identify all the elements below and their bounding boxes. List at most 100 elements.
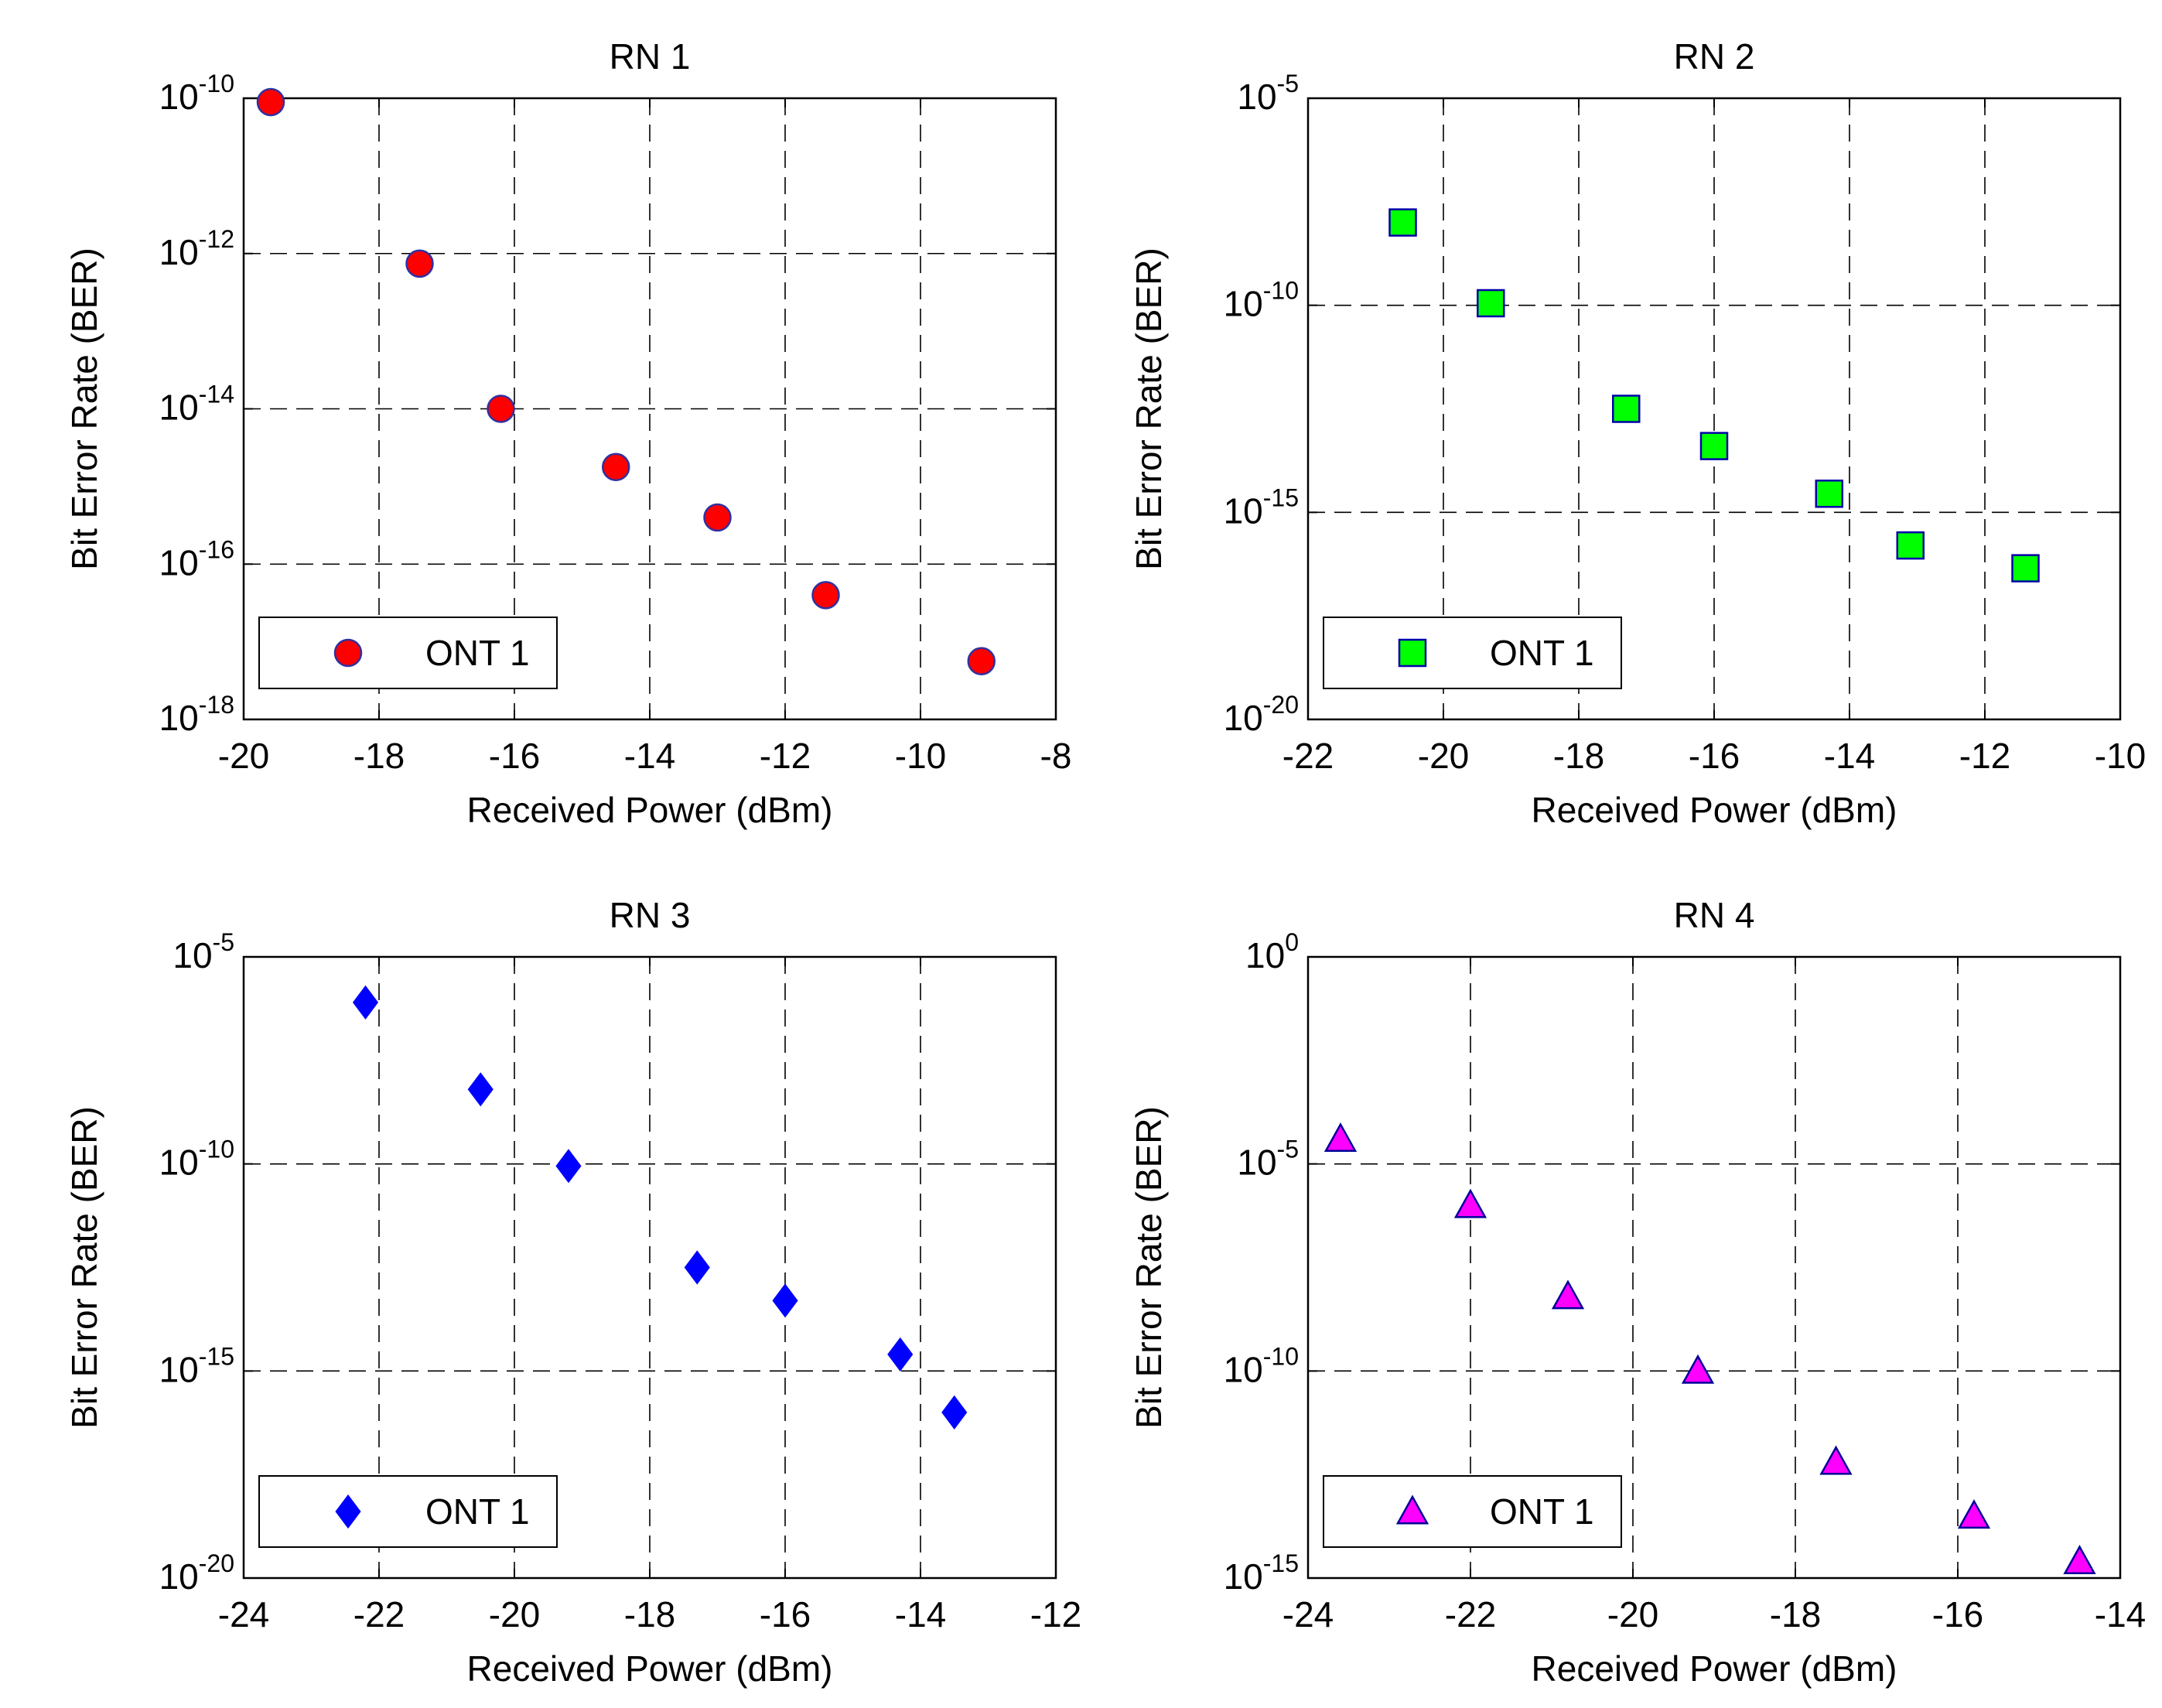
y-tick-label: 10-15 [1224,1549,1299,1597]
x-tick-label: -18 [1770,1594,1821,1635]
y-tick-label: 10-5 [1237,1136,1299,1183]
x-tick-label: -22 [1283,736,1334,776]
y-tick-label: 10-16 [159,535,234,582]
legend-box [1323,617,1622,689]
legend: ONT 1 [258,617,558,689]
plot-area [1308,957,2120,1578]
y-tick-label: 10-10 [1224,1342,1299,1389]
plot-area [1308,98,2120,719]
x-tick-label: -14 [1824,736,1875,776]
y-tick-label: 100 [1245,928,1299,975]
data-point [555,1149,582,1184]
subplot-3: -24 -22 -20 -18 -16 -14 -12 10-20 10-15 10-10 10-5… [64,895,1081,1689]
subplot-2: -22 -20 -18 -16 -14 -12 -10 10-20 10-15 10-10 10-5… [1129,36,2146,830]
data-point [467,1072,494,1107]
chart-title: RN 4 [1674,895,1755,935]
legend-label: ONT 1 [425,633,530,673]
data-point [1551,1279,1585,1310]
legend-marker [1398,638,1427,668]
legend-marker [333,638,363,668]
x-tick-label: -16 [489,736,540,776]
x-tick-label: -12 [1959,736,2010,776]
x-tick-label: -14 [624,736,675,776]
data-point [967,647,996,675]
y-tick-label: 10-20 [159,1549,234,1597]
chart-title: RN 1 [610,36,691,77]
chart-title: RN 2 [1674,36,1755,77]
data-point [811,581,840,610]
x-tick-label: -16 [1932,1594,1983,1635]
data-point [1477,289,1505,318]
data-point [1612,395,1641,423]
x-tick-label: -18 [354,736,405,776]
subplot-4: -24 -22 -20 -18 -16 -14 10-15 10-10 10-5 100 RN 4 R… [1129,895,2146,1689]
x-tick-label: -18 [624,1594,675,1635]
data-point [772,1283,798,1318]
y-tick-label: 10-5 [172,928,234,975]
x-tick-label: -12 [1030,1594,1081,1635]
legend-box [258,617,558,689]
x-tick-label: -16 [760,1594,811,1635]
y-tick-label: 10-18 [159,691,234,738]
y-tick-label: 10-14 [159,381,234,428]
y-axis-label: Bit Error Rate (BER) [1129,248,1169,570]
y-tick-label: 10-12 [159,225,234,272]
x-tick-label: -10 [2095,736,2146,776]
x-tick-label: -24 [218,1594,269,1635]
data-point [2063,1545,2096,1575]
data-point [684,1250,710,1285]
data-point [256,87,285,117]
x-axis-label: Received Power (dBm) [1532,790,1897,830]
data-point [405,249,434,278]
x-tick-label: -20 [1418,736,1469,776]
legend: ONT 1 [1323,1475,1622,1548]
x-tick-label: -16 [1689,736,1740,776]
y-axis-label: Bit Error Rate (BER) [64,1106,104,1429]
legend-marker [335,1494,361,1529]
y-tick-label: 10-10 [1224,277,1299,324]
plot-area [244,957,1056,1578]
data-point [1699,432,1729,460]
x-tick-label: -14 [895,1594,946,1635]
x-tick-label: -22 [1445,1594,1496,1635]
data-point [703,503,732,532]
x-axis-label: Received Power (dBm) [467,1648,833,1689]
x-tick-label: -18 [1553,736,1604,776]
y-tick-label: 10-10 [159,70,234,117]
x-tick-label: -24 [1283,1594,1334,1635]
data-point [1896,531,1925,560]
y-tick-label: 10-15 [159,1342,234,1389]
x-axis-label: Received Power (dBm) [467,790,833,830]
legend-box [1323,1475,1622,1548]
y-tick-label: 10-15 [1224,483,1299,531]
legend-label: ONT 1 [425,1491,530,1532]
data-point [1453,1188,1487,1218]
data-point [1323,1122,1358,1152]
y-axis-label: Bit Error Rate (BER) [1129,1106,1169,1429]
subplot-1: -20 -18 -16 -14 -12 -10 -8 10-18 10-16 10-14 10-12… [64,36,1071,830]
x-tick-label: -20 [218,736,269,776]
data-point [887,1337,914,1372]
y-tick-label: 10-5 [1237,70,1299,117]
data-point [1957,1499,1991,1529]
data-point [1388,208,1417,237]
legend: ONT 1 [258,1475,558,1548]
y-tick-label: 10-10 [159,1136,234,1183]
x-tick-label: -12 [760,736,811,776]
data-point [1819,1445,1853,1475]
legend-label: ONT 1 [1490,1491,1594,1532]
axes-frame [1306,955,2122,1580]
x-tick-label: -22 [354,1594,405,1635]
x-axis-label: Received Power (dBm) [1532,1648,1897,1689]
legend-box [258,1475,558,1548]
chart-title: RN 3 [610,895,691,935]
legend-marker [1395,1494,1429,1525]
data-point [352,985,379,1020]
legend: ONT 1 [1323,617,1622,689]
x-tick-label: -10 [895,736,946,776]
y-tick-label: 10-20 [1224,691,1299,738]
y-axis-label: Bit Error Rate (BER) [64,248,104,570]
data-point [1815,479,1843,508]
x-tick-label: -8 [1040,736,1072,776]
